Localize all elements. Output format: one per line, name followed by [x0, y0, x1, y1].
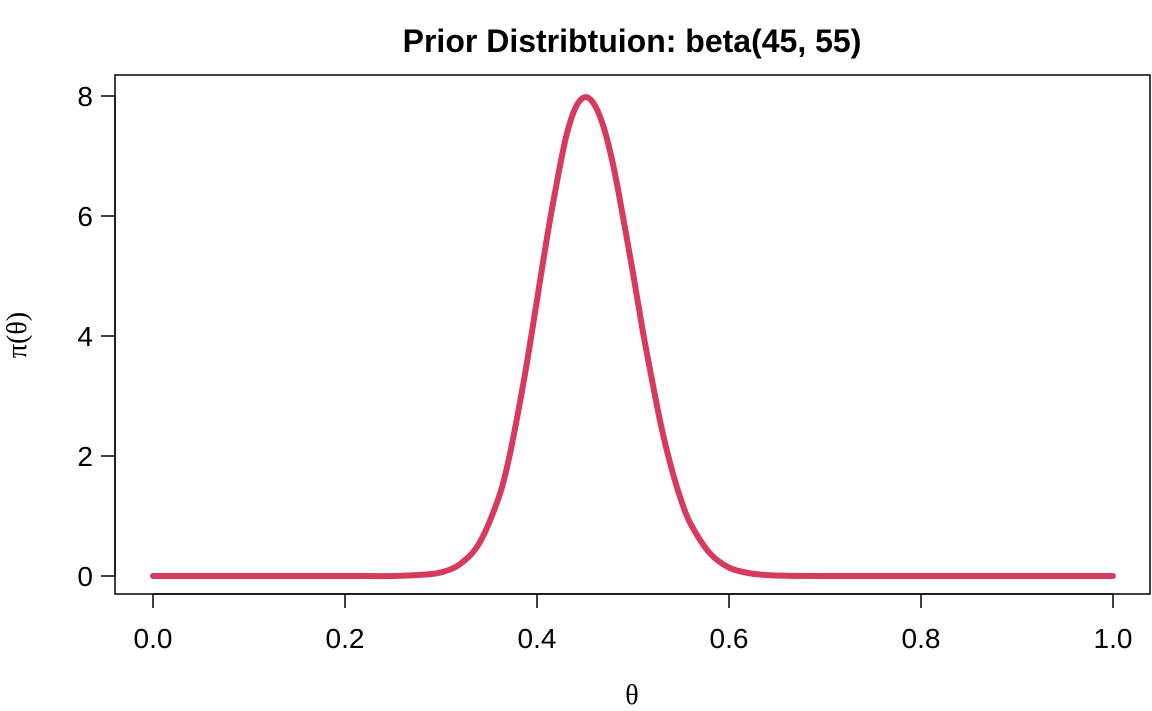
series-layer [150, 94, 1116, 580]
x-tick-label: 0.6 [710, 623, 749, 654]
plot-frame [114, 74, 1151, 595]
series-line-0 [150, 94, 1116, 580]
x-axis: 0.0 0.2 0.4 0.6 0.8 1.0 [134, 593, 1133, 654]
x-tick-label: 0.0 [134, 623, 173, 654]
x-tick-label: 0.8 [902, 623, 941, 654]
chart-title: Prior Distribtuion: beta(45, 55) [403, 23, 862, 59]
y-axis-title: π(θ) [2, 312, 33, 358]
x-tick-label: 0.4 [518, 623, 557, 654]
y-tick-label: 6 [77, 201, 93, 232]
y-tick-label: 8 [77, 81, 93, 112]
x-tick-label: 0.2 [326, 623, 365, 654]
x-tick-label: 1.0 [1094, 623, 1133, 654]
x-axis-title: θ [625, 680, 638, 711]
y-tick-label: 2 [77, 441, 93, 472]
y-tick-label: 0 [77, 561, 93, 592]
y-axis: 0 2 4 6 8 [77, 81, 116, 592]
y-tick-label: 4 [77, 321, 93, 352]
